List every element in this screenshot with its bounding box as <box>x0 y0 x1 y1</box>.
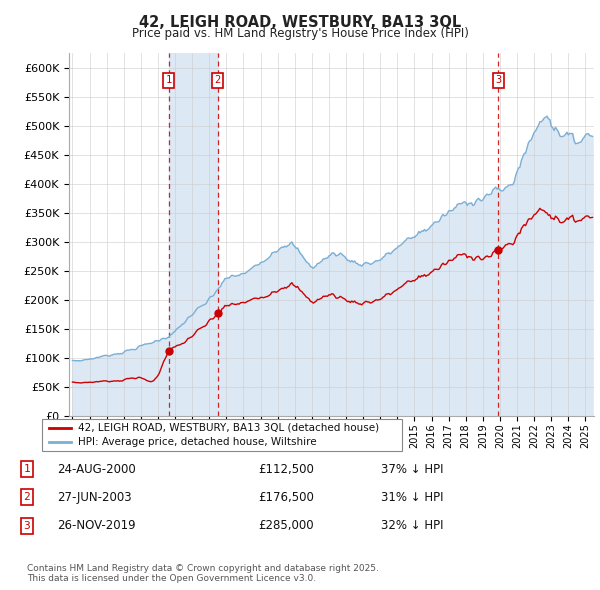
Text: 32% ↓ HPI: 32% ↓ HPI <box>381 519 443 532</box>
Text: 2: 2 <box>23 493 31 502</box>
Text: 1: 1 <box>166 76 172 86</box>
Text: 31% ↓ HPI: 31% ↓ HPI <box>381 491 443 504</box>
Text: 37% ↓ HPI: 37% ↓ HPI <box>381 463 443 476</box>
Text: HPI: Average price, detached house, Wiltshire: HPI: Average price, detached house, Wilt… <box>78 437 317 447</box>
Text: 42, LEIGH ROAD, WESTBURY, BA13 3QL: 42, LEIGH ROAD, WESTBURY, BA13 3QL <box>139 15 461 30</box>
FancyBboxPatch shape <box>42 419 402 451</box>
Text: 42, LEIGH ROAD, WESTBURY, BA13 3QL (detached house): 42, LEIGH ROAD, WESTBURY, BA13 3QL (deta… <box>78 423 379 433</box>
Text: 3: 3 <box>23 521 31 530</box>
Text: £176,500: £176,500 <box>258 491 314 504</box>
Text: 2: 2 <box>214 76 221 86</box>
Text: 1: 1 <box>23 464 31 474</box>
Text: £112,500: £112,500 <box>258 463 314 476</box>
Text: Price paid vs. HM Land Registry's House Price Index (HPI): Price paid vs. HM Land Registry's House … <box>131 27 469 40</box>
Text: 27-JUN-2003: 27-JUN-2003 <box>57 491 131 504</box>
Text: Contains HM Land Registry data © Crown copyright and database right 2025.
This d: Contains HM Land Registry data © Crown c… <box>27 563 379 583</box>
Text: £285,000: £285,000 <box>258 519 314 532</box>
Text: 24-AUG-2000: 24-AUG-2000 <box>57 463 136 476</box>
Bar <box>169 53 218 416</box>
Text: 26-NOV-2019: 26-NOV-2019 <box>57 519 136 532</box>
Text: 3: 3 <box>495 76 502 86</box>
